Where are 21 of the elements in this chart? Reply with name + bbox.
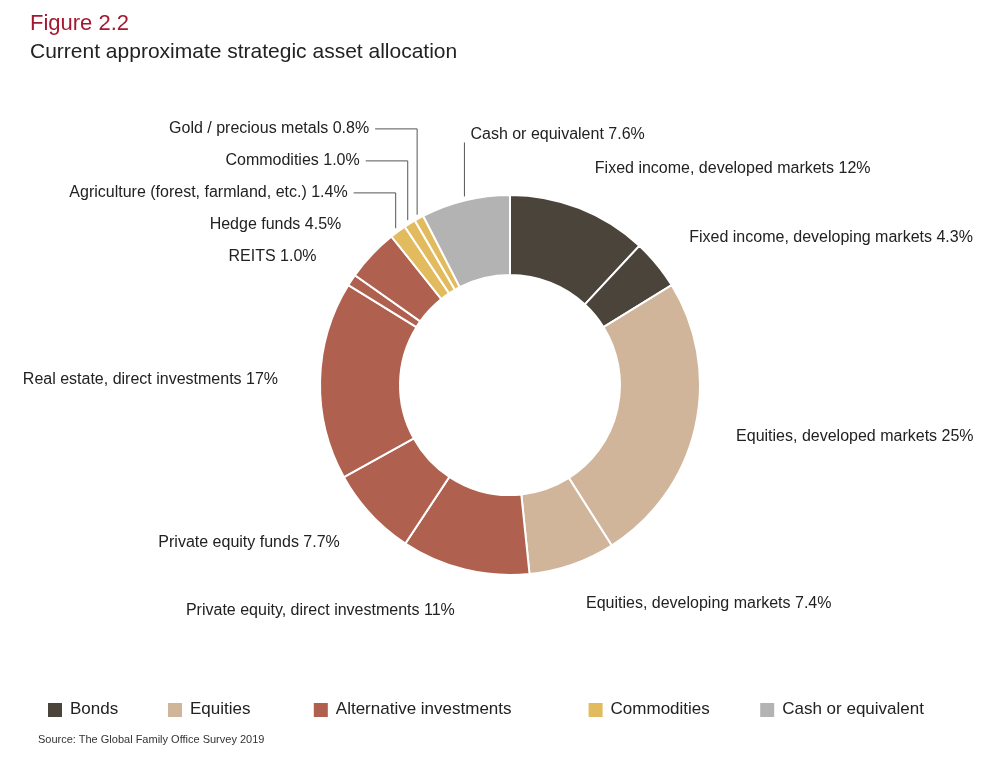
slice-label: Gold / precious metals 0.8% — [169, 119, 370, 137]
chart-title: Figure 2.2 — [30, 10, 130, 35]
slice-label: Private equity funds 7.7% — [158, 532, 340, 550]
legend-label: Cash or equivalent — [782, 699, 925, 719]
slice-label: Private equity, direct investments 11% — [185, 600, 455, 618]
slice-label: Agriculture (forest, farmland, etc.) 1.4% — [69, 183, 348, 201]
text: Alternative investments — [335, 699, 512, 719]
category-label: Cash or equivalent 7.6% — [470, 124, 645, 142]
category-label: Commodities 1.0% — [225, 151, 360, 169]
slice-label: REITS 1.0% — [228, 247, 317, 265]
slice-label: Hedge funds 4.5% — [209, 215, 342, 233]
legend-label: Commodities — [610, 699, 710, 719]
slice-label: Equities, developing markets 7.4% — [586, 594, 832, 612]
source-note: Source: The Global Family Office Survey 2019 — [38, 733, 265, 745]
slice-label: Real estate, direct investments 17% — [22, 369, 279, 387]
slice-label: Fixed income, developing markets 4.3% — [689, 227, 973, 245]
text: Equities — [190, 699, 251, 719]
chart-subtitle: Current approximate strategic asset allocation — [30, 39, 458, 62]
slice-label: Equities, developed markets 25% — [736, 427, 974, 445]
text: Bonds — [70, 699, 119, 719]
slice-label: Fixed income, developed markets 12% — [594, 159, 871, 177]
